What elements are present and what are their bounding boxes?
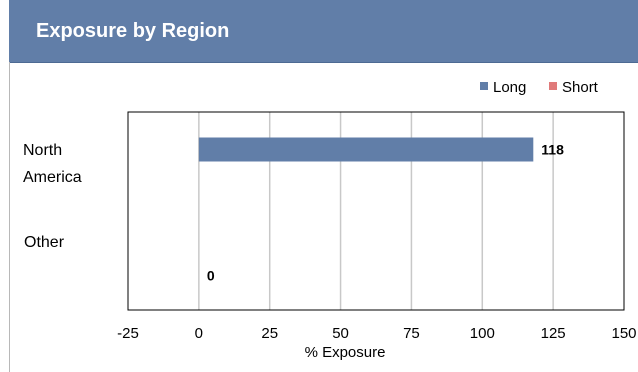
panel-left-border: [9, 62, 10, 372]
legend-swatch-long: [480, 82, 488, 90]
tick-layer: -25 0 25 50 75 100 125 150: [117, 325, 636, 342]
bar-long-0: [198, 137, 534, 162]
x-axis-title: % Exposure: [305, 344, 386, 361]
legend-label-long: Long: [493, 79, 526, 96]
x-tick-label: -25: [117, 325, 139, 342]
x-tick-label: 100: [470, 325, 495, 342]
category-layer: North America Other: [23, 142, 82, 251]
legend: Long Short: [480, 79, 599, 96]
bar-layer: [198, 137, 534, 162]
category-label: Other: [24, 234, 65, 251]
legend-label-short: Short: [562, 79, 599, 96]
chart-title: Exposure by Region: [36, 20, 230, 42]
chart-header: Exposure by Region: [9, 0, 638, 63]
category-label: North America: [23, 142, 82, 186]
x-tick-label: 50: [332, 325, 349, 342]
plot-area: [127, 111, 625, 311]
x-tick-label: 75: [403, 325, 420, 342]
data-label: 118: [541, 142, 564, 158]
data-label: 0: [207, 268, 215, 284]
label-layer: 118 0: [207, 142, 564, 284]
x-tick-label: 0: [195, 325, 203, 342]
x-tick-label: 25: [261, 325, 278, 342]
x-tick-label: 150: [611, 325, 636, 342]
legend-swatch-short: [549, 82, 557, 90]
x-tick-label: 125: [541, 325, 566, 342]
